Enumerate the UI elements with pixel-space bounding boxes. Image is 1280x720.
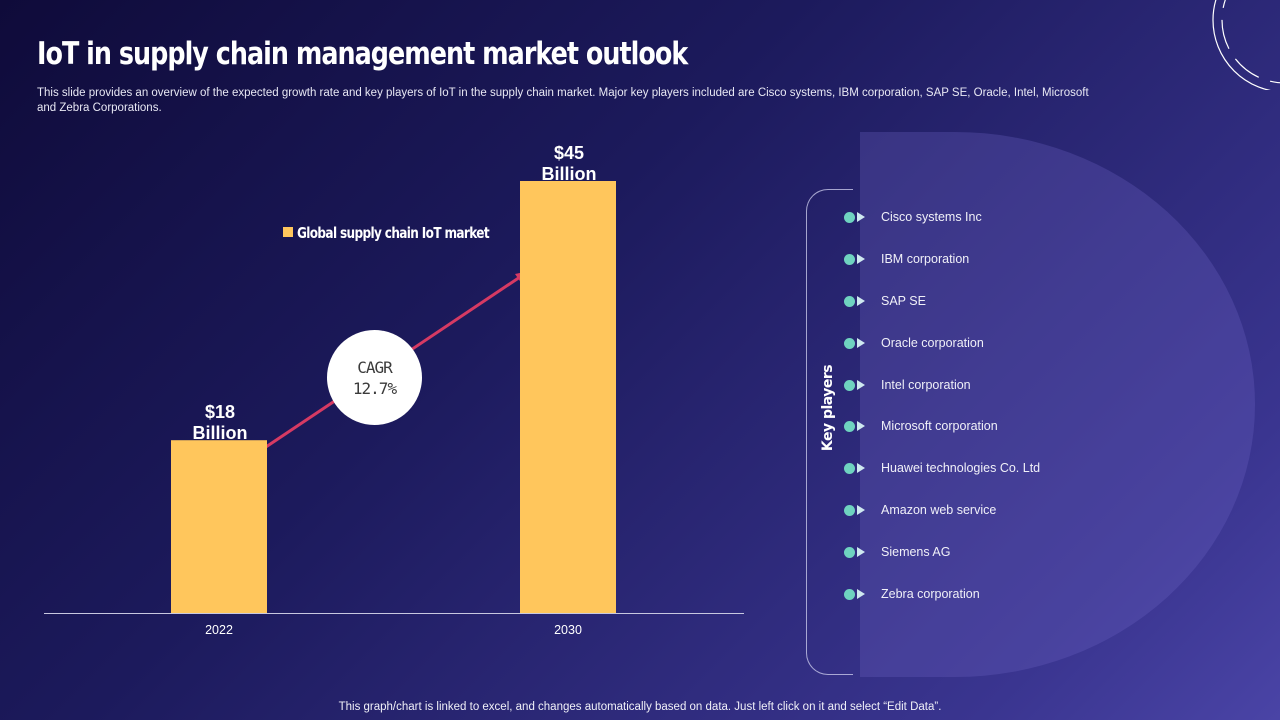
key-player-name: Siemens AG (881, 545, 951, 560)
bullet-arrow-icon (857, 421, 865, 432)
bullet-arrow-icon (857, 337, 865, 348)
key-players-list: Cisco systems Inc IBM corporation SAP SE Or… (844, 208, 1040, 627)
bullet-dot-icon (844, 295, 855, 307)
bullet-dot-icon (844, 547, 855, 559)
footer-note: This graph/chart is linked to excel, and… (338, 701, 942, 713)
legend-label: Global supply chain IoT market (297, 224, 489, 242)
key-player-name: Huawei technologies Co. Ltd (881, 461, 1041, 476)
bullet-dot-icon (844, 337, 855, 349)
page-title: IoT in supply chain management market ou… (37, 36, 688, 72)
bullet-dot-icon (844, 589, 855, 601)
decorative-ring (1212, 0, 1280, 90)
bullet-arrow-icon (857, 505, 865, 516)
key-player-name: Zebra corporation (881, 587, 980, 602)
bullet-dot-icon (844, 505, 855, 517)
key-player-name: SAP SE (881, 293, 926, 308)
cagr-label: CAGR (357, 357, 393, 377)
bar (520, 181, 616, 613)
bullet-dot-icon (844, 379, 855, 391)
bullet-arrow-icon (857, 463, 865, 474)
key-player-name: Cisco systems Inc (881, 210, 982, 224)
bullet-dot-icon (844, 421, 855, 433)
key-player-item: Oracle corporation (844, 334, 1040, 376)
key-players-frame (806, 189, 853, 675)
x-tick-label: 2030 (554, 623, 582, 637)
key-player-name: Intel corporation (881, 377, 971, 392)
bullet-arrow-icon (857, 295, 865, 306)
key-player-item: Cisco systems Inc (844, 208, 1040, 250)
key-player-item: IBM corporation (844, 250, 1040, 292)
data-label-unit: Billion (193, 423, 248, 443)
key-player-name: IBM corporation (881, 251, 970, 266)
bullet-arrow-icon (857, 212, 865, 222)
x-tick-label: 2022 (205, 623, 233, 637)
bullet-arrow-icon (857, 379, 865, 390)
key-player-item: Huawei technologies Co. Ltd (844, 459, 1040, 501)
bullet-dot-icon (844, 212, 855, 223)
key-player-item: Zebra corporation (844, 585, 1040, 627)
key-player-item: Intel corporation (844, 376, 1040, 418)
bullet-arrow-icon (857, 547, 865, 558)
legend-swatch (283, 227, 293, 237)
bullet-arrow-icon (857, 253, 865, 264)
bullet-dot-icon (844, 463, 855, 475)
key-player-item: SAP SE (844, 292, 1040, 334)
data-label-value: $18 (205, 402, 235, 422)
key-player-name: Amazon web service (881, 503, 997, 518)
key-player-name: Microsoft corporation (881, 419, 998, 434)
key-player-name: Oracle corporation (881, 335, 984, 350)
data-label-unit: Billion (542, 164, 597, 184)
bullet-arrow-icon (857, 589, 865, 600)
key-player-item: Microsoft corporation (844, 417, 1040, 459)
bullet-dot-icon (844, 253, 855, 265)
bar (171, 440, 267, 613)
cagr-badge: CAGR 12.7% (327, 330, 422, 425)
key-player-item: Siemens AG (844, 543, 1040, 585)
page-subtitle: This slide provides an overview of the e… (37, 87, 1089, 114)
key-player-item: Amazon web service (844, 501, 1040, 543)
key-players-label: Key players (820, 364, 836, 452)
cagr-value: 12.7% (352, 378, 397, 398)
data-label-value: $45 (554, 143, 584, 163)
